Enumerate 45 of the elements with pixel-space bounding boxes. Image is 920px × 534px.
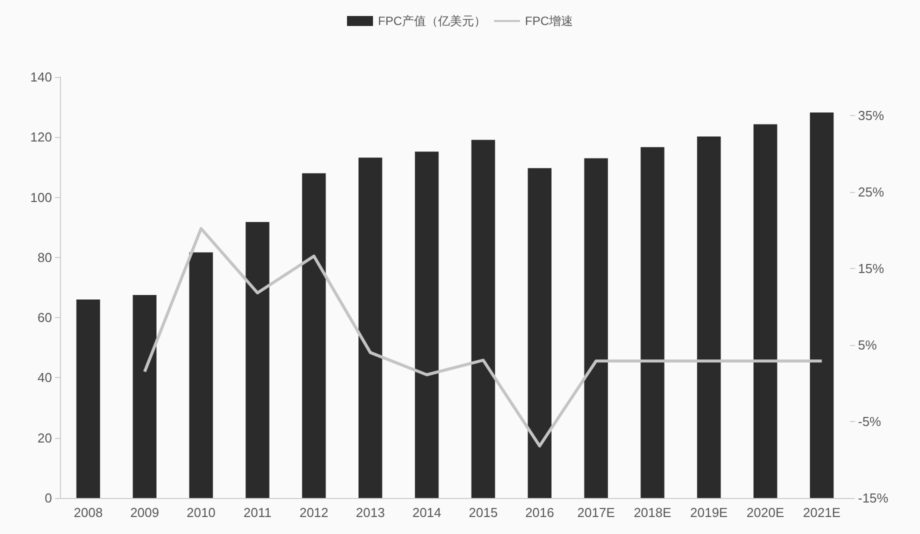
bar [189, 252, 213, 498]
bar [640, 147, 664, 498]
x-tick-label: 2011 [244, 505, 272, 520]
y2-tick-label: 35% [858, 108, 884, 123]
x-tick-label: 2008 [74, 505, 103, 520]
bar [132, 295, 156, 498]
x-tick-label: 2013 [356, 505, 385, 520]
x-tick-label: 2015 [468, 505, 498, 520]
x-tick-label: 2009 [130, 505, 160, 520]
y2-tick-label: 5% [858, 337, 878, 352]
x-tick-label: 2017E [577, 505, 616, 520]
bar [358, 158, 382, 498]
x-tick-label: 2016 [525, 505, 554, 520]
x-tick-label: 2014 [412, 505, 442, 520]
y-tick-label: 0 [44, 490, 52, 506]
y-tick-label: 140 [30, 70, 52, 84]
x-tick-label: 2020E [746, 505, 784, 520]
y2-tick-label: 15% [858, 260, 884, 276]
y-tick-label: 100 [30, 190, 52, 205]
y-tick-label: 20 [38, 430, 52, 446]
x-tick-label: 2021E [802, 505, 841, 520]
bar [528, 168, 552, 498]
bar [76, 300, 100, 498]
x-tick-label: 2012 [299, 505, 328, 520]
bar [246, 222, 270, 498]
y-tick-label: 80 [38, 250, 52, 265]
bar [471, 140, 496, 498]
bar [754, 124, 778, 498]
bar [302, 173, 326, 498]
y-tick-label: 40 [38, 370, 52, 386]
bar [584, 158, 608, 498]
legend-label: FPC增速 [525, 14, 573, 28]
y-tick-label: 60 [38, 310, 52, 326]
y2-tick-label: 25% [858, 184, 884, 200]
line-series [143, 227, 824, 448]
x-tick-label: 2019E [690, 505, 728, 520]
bar [697, 136, 721, 498]
x-tick-label: 2018E [634, 505, 672, 520]
y2-tick-label: -5% [858, 414, 882, 429]
bar [810, 112, 834, 498]
y-tick-label: 120 [30, 130, 52, 145]
bar [414, 152, 439, 498]
y2-tick-label: -15% [858, 490, 889, 506]
x-tick-label: 2010 [186, 505, 216, 520]
legend-label: FPC产值（亿美元） [378, 14, 486, 28]
